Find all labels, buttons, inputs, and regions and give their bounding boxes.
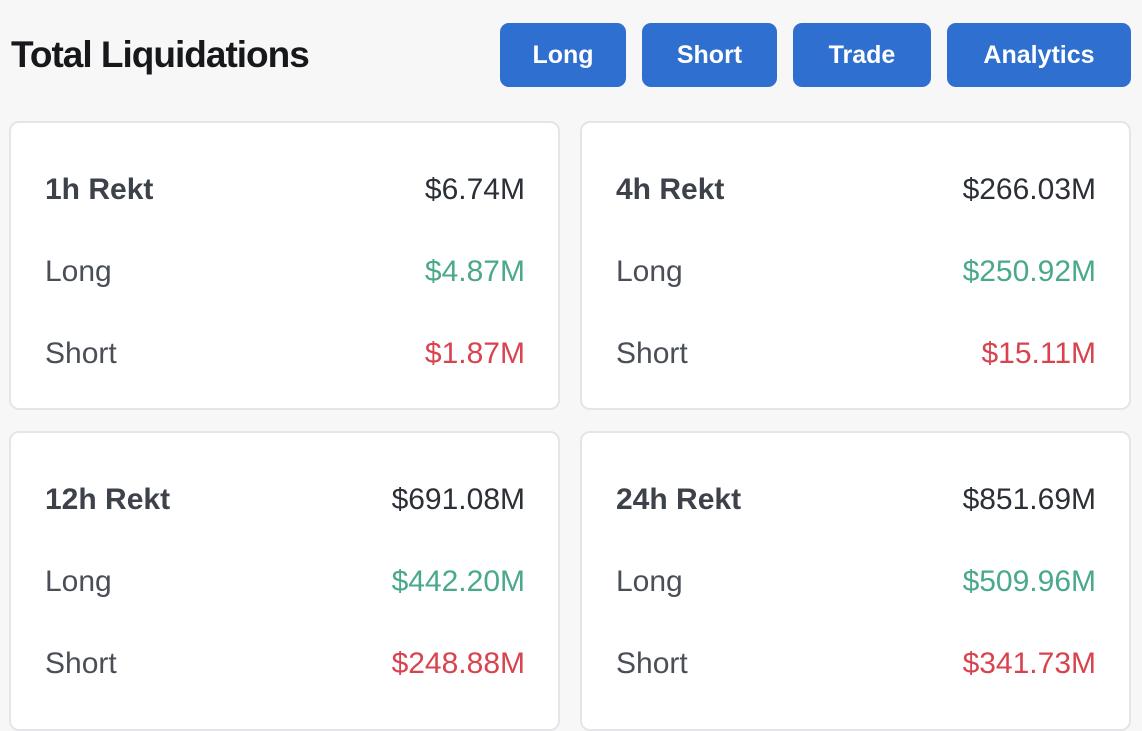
trade-button[interactable]: Trade xyxy=(793,23,931,87)
card-title-row: 1h Rekt $6.74M xyxy=(45,170,525,210)
card-title-row: 12h Rekt $691.08M xyxy=(45,480,525,520)
page-title: Total Liquidations xyxy=(11,34,310,75)
short-label: Short xyxy=(45,647,117,680)
short-label: Short xyxy=(45,337,117,370)
card-title-row: 24h Rekt $851.69M xyxy=(616,480,1096,520)
long-row: Long $442.20M xyxy=(45,562,525,602)
short-row: Short $15.11M xyxy=(616,334,1096,374)
card-title-row: 4h Rekt $266.03M xyxy=(616,170,1096,210)
total-value: $6.74M xyxy=(424,173,525,206)
analytics-button[interactable]: Analytics xyxy=(947,23,1131,87)
long-row: Long $250.92M xyxy=(616,252,1096,292)
card-title: 4h Rekt xyxy=(616,173,725,206)
short-label: Short xyxy=(616,647,688,680)
long-value: $250.92M xyxy=(962,255,1096,288)
long-value: $509.96M xyxy=(962,565,1096,598)
total-value: $266.03M xyxy=(962,173,1096,206)
long-label: Long xyxy=(45,565,112,598)
header: Total Liquidations Long Short Trade Anal… xyxy=(0,0,1142,110)
total-value: $851.69M xyxy=(962,483,1096,516)
card-title: 24h Rekt xyxy=(616,483,742,516)
liquidation-card-1h: 1h Rekt $6.74M Long $4.87M Short $1.87M xyxy=(9,121,560,410)
long-label: Long xyxy=(616,255,683,288)
short-value: $15.11M xyxy=(981,337,1096,370)
card-title: 12h Rekt xyxy=(45,483,171,516)
short-row: Short $341.73M xyxy=(616,644,1096,684)
long-row: Long $4.87M xyxy=(45,252,525,292)
short-value: $341.73M xyxy=(962,647,1096,680)
card-title: 1h Rekt xyxy=(45,173,154,206)
short-row: Short $248.88M xyxy=(45,644,525,684)
long-button[interactable]: Long xyxy=(500,23,626,87)
long-label: Long xyxy=(616,565,683,598)
total-value: $691.08M xyxy=(391,483,525,516)
short-button[interactable]: Short xyxy=(642,23,777,87)
long-value: $4.87M xyxy=(424,255,525,288)
liquidation-card-12h: 12h Rekt $691.08M Long $442.20M Short $2… xyxy=(9,431,560,731)
short-label: Short xyxy=(616,337,688,370)
long-label: Long xyxy=(45,255,112,288)
short-row: Short $1.87M xyxy=(45,334,525,374)
long-row: Long $509.96M xyxy=(616,562,1096,602)
liquidation-card-24h: 24h Rekt $851.69M Long $509.96M Short $3… xyxy=(580,431,1131,731)
short-value: $1.87M xyxy=(424,337,525,370)
long-value: $442.20M xyxy=(391,565,525,598)
liquidation-card-4h: 4h Rekt $266.03M Long $250.92M Short $15… xyxy=(580,121,1131,410)
short-value: $248.88M xyxy=(391,647,525,680)
